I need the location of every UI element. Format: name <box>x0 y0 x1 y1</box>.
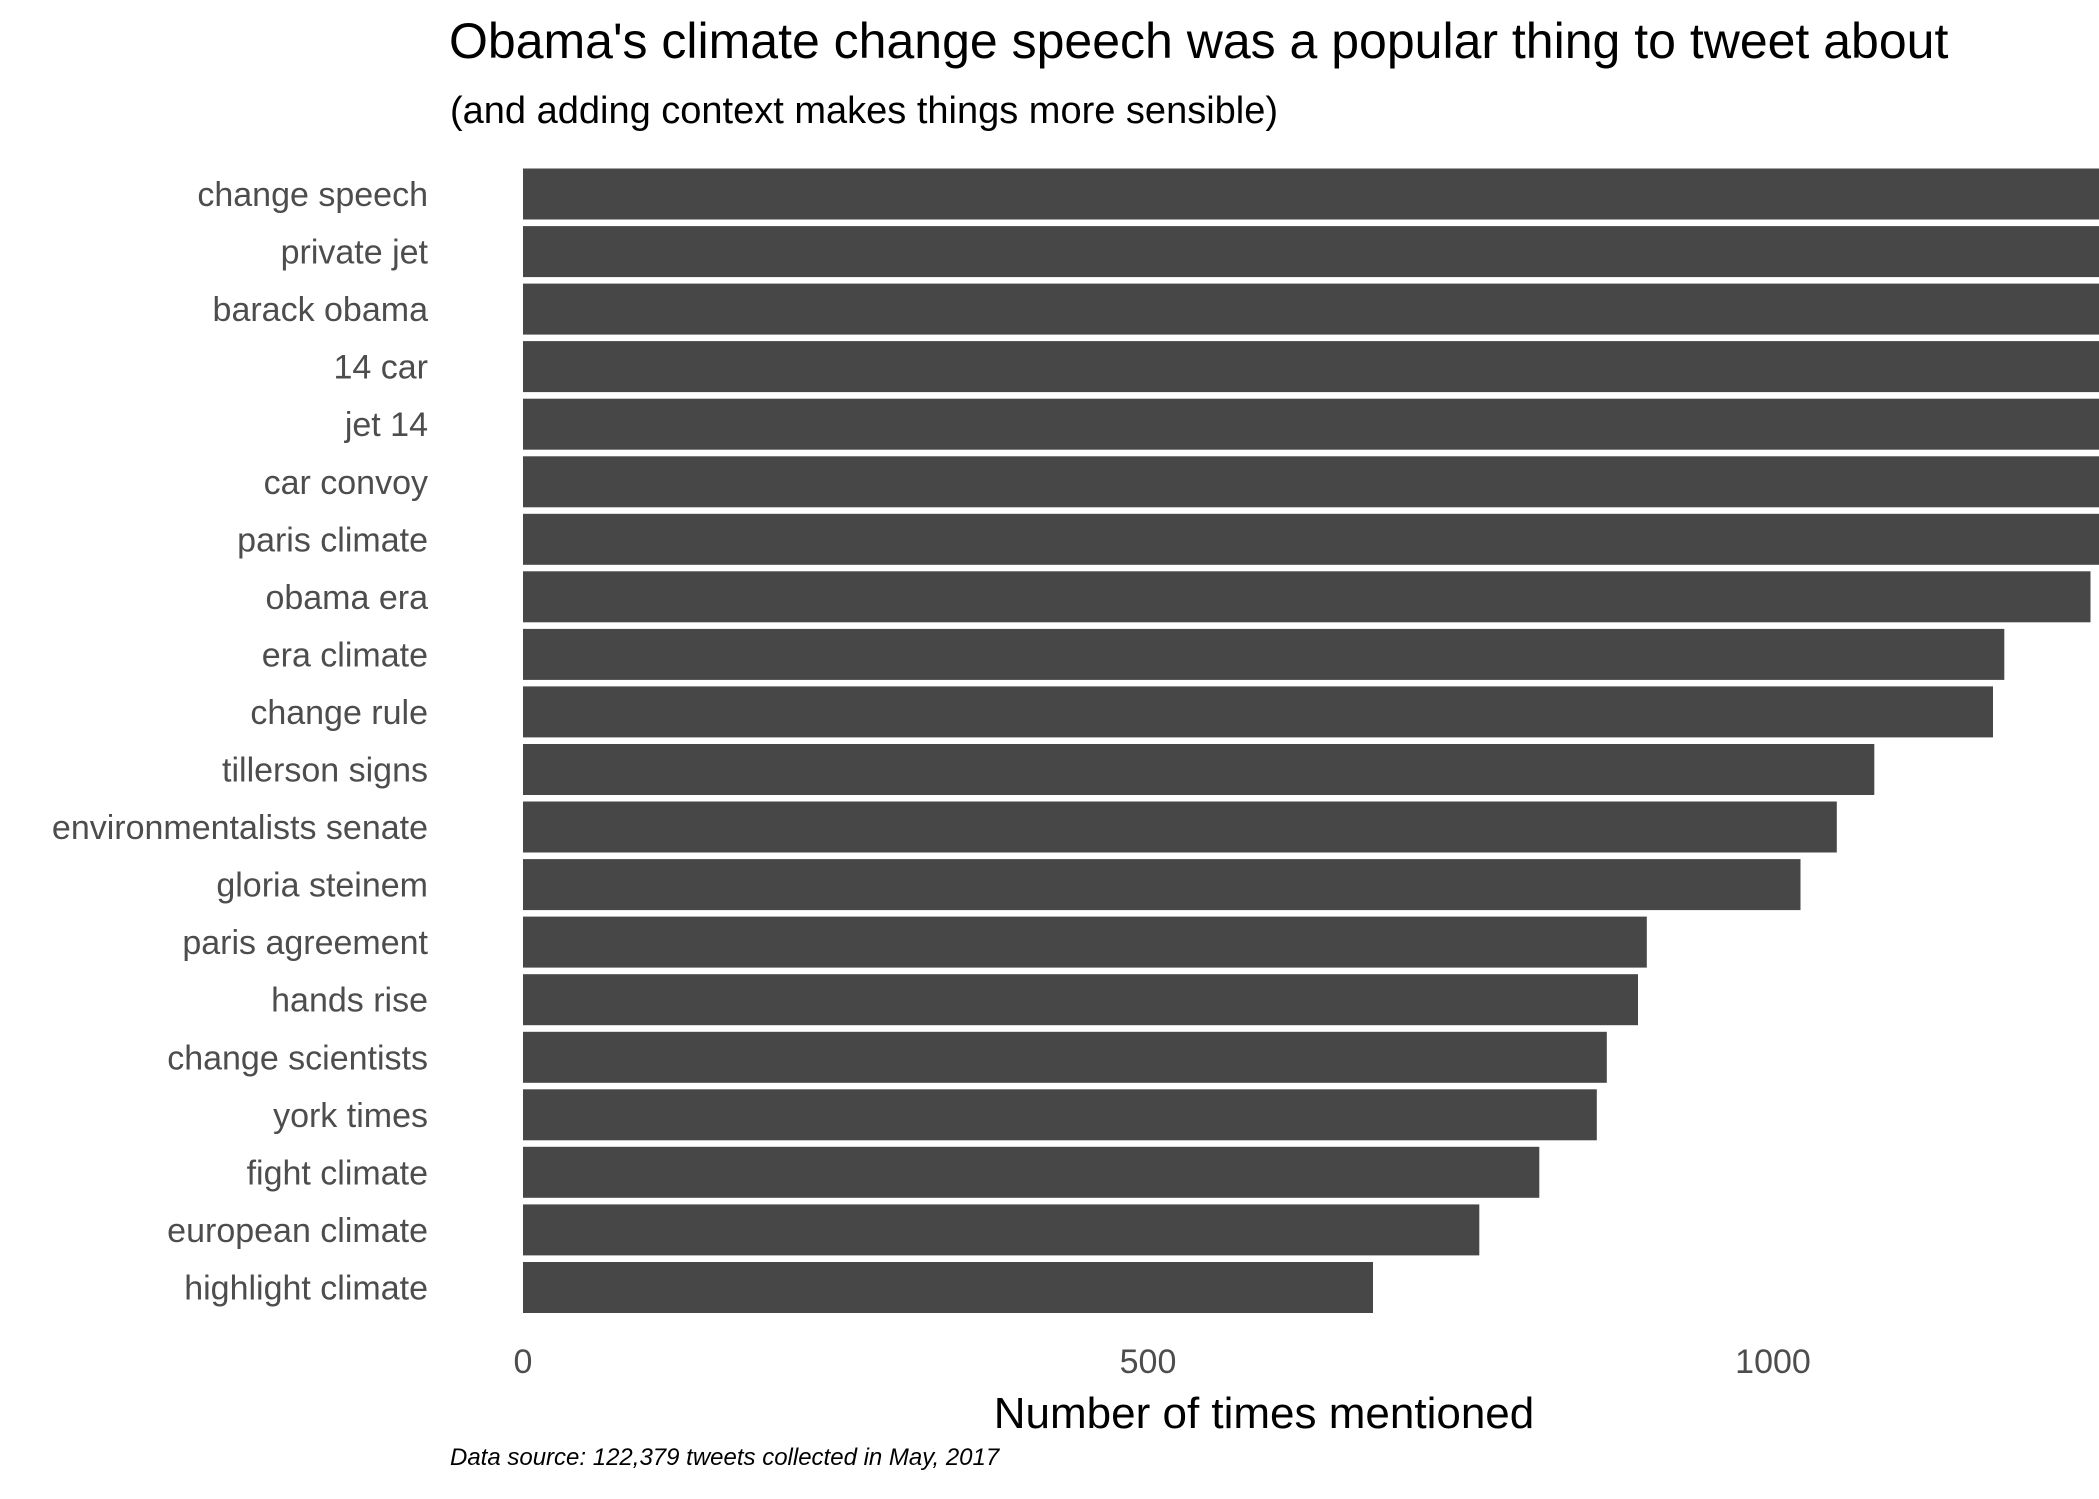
bar-hands-rise <box>523 974 1638 1026</box>
chart-subtitle: (and adding context makes things more se… <box>450 90 1279 132</box>
bar-environmentalists-senate <box>523 801 1837 853</box>
y-tick-label: change speech <box>197 176 428 214</box>
bar-highlight-climate <box>523 1262 1373 1313</box>
bar-jet-14 <box>523 398 2099 450</box>
bar-york-times <box>523 1089 1597 1141</box>
y-tick-label: york times <box>273 1097 428 1135</box>
x-tick-label: 500 <box>1120 1343 1177 1381</box>
bars-group <box>523 168 2099 1313</box>
chart-caption: Data source: 122,379 tweets collected in… <box>450 1444 1000 1471</box>
y-tick-label: hands rise <box>271 982 428 1020</box>
bar-change-scientists <box>523 1031 1607 1083</box>
bar-private-jet <box>523 226 2099 278</box>
bar-barack-obama <box>523 283 2099 335</box>
y-tick-label: european climate <box>167 1212 428 1250</box>
x-axis-label: Number of times mentioned <box>994 1389 1534 1438</box>
x-axis-tick-labels: 0500100015002000 <box>514 1343 1811 1381</box>
bar-european-climate <box>523 1204 1480 1256</box>
y-tick-label: paris climate <box>237 521 428 559</box>
y-tick-label: fight climate <box>247 1154 428 1192</box>
bar-change-rule <box>523 686 1993 738</box>
y-tick-label: gloria steinem <box>216 867 428 905</box>
y-tick-label: barack obama <box>213 291 429 329</box>
bar-era-climate <box>523 628 2005 680</box>
bar-paris-climate <box>523 513 2099 565</box>
y-tick-label: jet 14 <box>344 406 428 444</box>
y-tick-label: change rule <box>250 694 428 732</box>
y-tick-label: era climate <box>262 636 428 674</box>
bar-14-car <box>523 341 2099 393</box>
y-tick-label: obama era <box>265 579 428 617</box>
x-tick-label: 0 <box>514 1343 533 1381</box>
bar-fight-climate <box>523 1146 1540 1198</box>
bar-car-convoy <box>523 456 2099 508</box>
y-tick-label: highlight climate <box>184 1270 428 1308</box>
y-axis-labels: change speech private jet barack obama 14 c… <box>52 176 429 1308</box>
bar-gloria-steinem <box>523 859 1801 911</box>
bar-obama-era <box>523 571 2091 623</box>
y-tick-label: private jet <box>281 234 429 272</box>
y-tick-label: 14 car <box>334 349 429 387</box>
y-tick-label: tillerson signs <box>222 752 428 790</box>
y-tick-label: change scientists <box>167 1039 428 1077</box>
bar-change-speech <box>523 168 2099 220</box>
x-tick-label: 1000 <box>1735 1343 1811 1381</box>
chart-title: Obama's climate change speech was a popu… <box>449 13 1949 69</box>
y-tick-label: paris agreement <box>182 924 428 962</box>
bar-tillerson-signs <box>523 744 1875 795</box>
bar-paris-agreement <box>523 916 1647 968</box>
y-tick-label: car convoy <box>264 464 428 502</box>
y-tick-label: environmentalists senate <box>52 809 428 847</box>
